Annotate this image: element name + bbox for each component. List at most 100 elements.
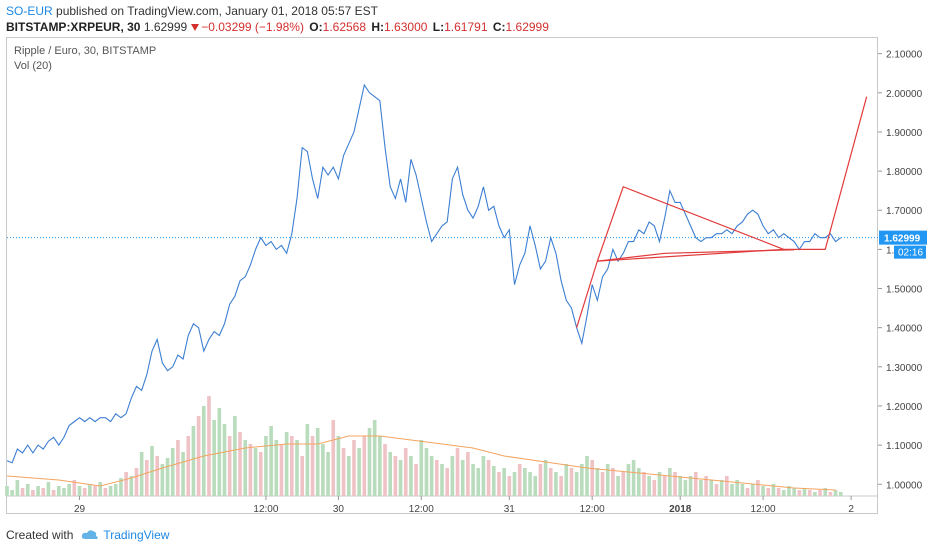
volume-bar bbox=[67, 484, 71, 496]
trend-drawing bbox=[596, 185, 785, 262]
x-tick-label: 12:00 bbox=[580, 504, 605, 515]
volume-bar bbox=[590, 460, 594, 496]
volume-bar bbox=[264, 436, 268, 496]
volume-bar bbox=[673, 472, 677, 496]
volume-bar bbox=[284, 432, 289, 496]
volume-bar bbox=[787, 486, 791, 496]
volume-bar bbox=[331, 420, 336, 496]
volume-bar bbox=[502, 468, 506, 496]
volume-bar bbox=[528, 472, 532, 496]
volume-bar bbox=[548, 468, 553, 496]
volume-bar bbox=[740, 484, 745, 496]
volume-bar bbox=[636, 468, 641, 496]
volume-bar bbox=[321, 444, 325, 496]
volume-bar bbox=[600, 472, 605, 496]
volume-bar bbox=[626, 464, 631, 496]
volume-bar bbox=[792, 488, 796, 496]
volume-bar bbox=[435, 460, 439, 496]
author-link[interactable]: SO-EUR bbox=[6, 4, 53, 18]
volume-bar bbox=[569, 468, 574, 496]
volume-bar bbox=[170, 448, 175, 496]
created-with-text: Created with bbox=[6, 528, 74, 542]
volume-bar bbox=[378, 436, 382, 496]
volume-bar bbox=[248, 444, 253, 496]
volume-bar bbox=[357, 448, 361, 496]
volume-bar bbox=[15, 480, 20, 496]
trend-drawing bbox=[597, 248, 784, 262]
volume-bar bbox=[491, 466, 496, 496]
volume-bar bbox=[165, 458, 170, 496]
volume-bar bbox=[559, 476, 563, 496]
low-value: 1.61791 bbox=[444, 20, 488, 34]
tradingview-logo-icon bbox=[82, 530, 99, 539]
volume-bar bbox=[745, 488, 750, 496]
volume-bar bbox=[336, 436, 341, 496]
volume-bar bbox=[388, 452, 393, 496]
volume-bar bbox=[77, 486, 82, 496]
volume-bar bbox=[134, 468, 139, 496]
volume-bar bbox=[201, 406, 206, 496]
volume-bar bbox=[766, 488, 771, 496]
low-label: L: bbox=[432, 20, 445, 34]
volume-bar bbox=[258, 452, 263, 496]
volume-bar bbox=[5, 486, 9, 496]
countdown-badge bbox=[894, 245, 926, 259]
volume-bar bbox=[98, 482, 103, 496]
volume-bar bbox=[554, 472, 558, 496]
y-tick-label: 1.70000 bbox=[886, 206, 923, 217]
x-tick-label: 12:00 bbox=[409, 504, 434, 515]
volume-bar bbox=[181, 452, 185, 496]
x-tick-label: 12:00 bbox=[253, 504, 278, 515]
volume-bar bbox=[212, 420, 216, 496]
trend-drawing bbox=[576, 249, 795, 328]
volume-bar bbox=[481, 456, 486, 496]
volume-bar bbox=[269, 426, 273, 496]
y-tick-label: 1.30000 bbox=[886, 363, 923, 374]
volume-bar bbox=[46, 482, 51, 496]
volume-bar bbox=[699, 480, 703, 496]
volume-bar bbox=[497, 472, 501, 496]
volume-bar bbox=[108, 486, 113, 496]
volume-bar bbox=[300, 456, 304, 496]
volume-bar bbox=[119, 478, 123, 496]
volume-bar bbox=[756, 480, 760, 496]
volume-bar bbox=[507, 476, 512, 496]
y-tick-label: 1.40000 bbox=[886, 324, 923, 335]
volume-bar bbox=[455, 448, 460, 496]
volume-bar bbox=[662, 476, 667, 496]
volume-bar bbox=[326, 452, 330, 496]
volume-bar bbox=[279, 444, 284, 496]
volume-bar bbox=[341, 448, 346, 496]
volume-bar bbox=[41, 488, 46, 496]
volume-bar bbox=[290, 436, 294, 496]
volume-ma-line bbox=[6, 435, 836, 491]
volume-bar bbox=[82, 488, 87, 496]
y-tick-label: 1.90000 bbox=[886, 128, 923, 139]
volume-bar bbox=[36, 486, 40, 496]
footer: Created with TradingView bbox=[6, 528, 169, 542]
volume-bar bbox=[523, 468, 527, 496]
tradingview-link[interactable]: TradingView bbox=[103, 528, 170, 542]
volume-bar bbox=[295, 440, 299, 496]
volume-bar bbox=[440, 464, 444, 496]
volume-bar bbox=[103, 488, 108, 496]
volume-bar bbox=[346, 456, 351, 496]
volume-bar bbox=[476, 468, 481, 496]
chart-legend-title: Ripple / Euro, 30, BITSTAMP bbox=[14, 45, 157, 57]
volume-bar bbox=[652, 480, 657, 496]
volume-bar bbox=[543, 460, 548, 496]
volume-bar bbox=[367, 428, 372, 496]
volume-bar bbox=[486, 460, 491, 496]
volume-bar bbox=[693, 472, 698, 496]
last-price-label: 1.62999 bbox=[884, 234, 921, 245]
volume-bar bbox=[725, 476, 729, 496]
y-tick-label: 2.10000 bbox=[886, 50, 923, 61]
down-arrow-icon bbox=[191, 24, 200, 32]
x-tick-label: 30 bbox=[333, 504, 345, 515]
volume-bar bbox=[155, 456, 159, 496]
x-tick-label: 2 bbox=[848, 504, 854, 515]
volume-bar bbox=[393, 456, 398, 496]
high-value: 1.63000 bbox=[384, 20, 428, 34]
volume-bar bbox=[372, 420, 377, 496]
